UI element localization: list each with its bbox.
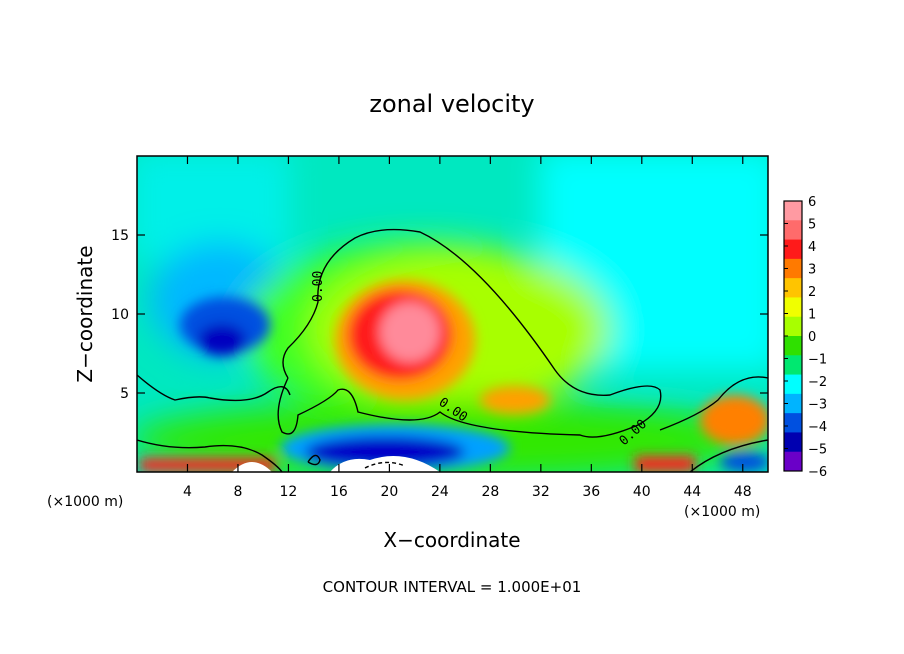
colorbar-label: 2 [808, 285, 816, 300]
colorbar-swatch [784, 239, 802, 260]
colorbar-label: 1 [808, 308, 816, 323]
right-orange-patch [700, 395, 768, 445]
x-tick-label: 32 [532, 484, 550, 500]
x-unit-left: (×1000 m) [47, 494, 123, 510]
surface-red-band-right [635, 456, 695, 472]
colorbar-label: 0 [808, 330, 816, 345]
colorbar-swatch [784, 432, 802, 453]
positive-core [380, 302, 440, 362]
colorbar-swatch [784, 278, 802, 298]
zero-contour-right [659, 376, 768, 431]
zero-contour-surface [137, 439, 283, 472]
y-axis-label: Z−coordinate [73, 245, 97, 382]
colorbar-swatch [784, 393, 802, 414]
x-tick-label: 44 [683, 484, 701, 500]
x-axis-label: X−coordinate [383, 528, 520, 552]
x-tick-label: 24 [431, 484, 449, 500]
x-tick-label: 12 [280, 484, 298, 500]
x-tick-label: 20 [380, 484, 398, 500]
x-tick-label: 4 [183, 484, 192, 500]
colorbar-label: −3 [808, 398, 827, 413]
colorbar-label: −2 [808, 375, 827, 390]
colorbar-label: 4 [808, 240, 816, 255]
negative-contour-dashed [364, 461, 406, 469]
colorbar-swatch [784, 336, 802, 356]
negative-core [198, 324, 246, 356]
colorbar-swatch [784, 355, 802, 376]
zero-contour-main [277, 228, 662, 438]
colorbar-swatch [784, 451, 802, 472]
colorbar: 6 5 4 3 2 1 0 −1 −2 −3 −4 −5 −6 [783, 195, 827, 480]
colorbar-label: 6 [808, 195, 816, 210]
x-unit-right: (×1000 m) [684, 504, 760, 520]
contour-label-upper: 0.00 [311, 271, 326, 302]
colorbar-swatch [784, 413, 802, 433]
zero-contour-left [137, 374, 291, 402]
x-tick-label: 36 [582, 484, 600, 500]
x-tick-label: 28 [481, 484, 499, 500]
zero-contour-small [307, 454, 321, 466]
mid-orange-patch [480, 386, 550, 414]
y-tick-label: 5 [120, 386, 129, 402]
plot-area [137, 156, 768, 472]
contour-interval-text: CONTOUR INTERVAL = 1.000E+01 [323, 578, 582, 596]
colorbar-swatch [784, 220, 802, 241]
colorbar-swatch [784, 258, 802, 279]
x-tick-label: 8 [233, 484, 242, 500]
colorbar-label: −4 [808, 420, 827, 435]
x-tick-label: 48 [734, 484, 752, 500]
colorbar-swatch [784, 316, 802, 337]
chart-title: zonal velocity [369, 90, 534, 118]
x-tick-label: 40 [633, 484, 651, 500]
colorbar-label: −1 [808, 353, 827, 368]
right-blue-patch [720, 452, 768, 472]
terrain-left [232, 462, 272, 472]
colorbar-label: 3 [808, 263, 816, 278]
colorbar-label: −5 [808, 443, 827, 458]
x-tick-label: 16 [330, 484, 348, 500]
colorbar-swatch [784, 201, 802, 221]
surface-jet-core [305, 436, 465, 468]
zero-contour-right-lower [689, 439, 768, 472]
colorbar-swatch [784, 297, 802, 318]
colorbar-label: −6 [808, 465, 827, 480]
terrain-center [330, 456, 440, 472]
x-axis-ticks: 4 8 12 16 20 24 28 32 36 40 44 48 [183, 156, 752, 500]
y-axis-ticks: 5 10 15 [111, 228, 768, 402]
colorbar-swatch [784, 374, 802, 395]
y-tick-label: 15 [111, 228, 129, 244]
colorbar-label: 5 [808, 218, 816, 233]
y-tick-label: 10 [111, 307, 129, 323]
